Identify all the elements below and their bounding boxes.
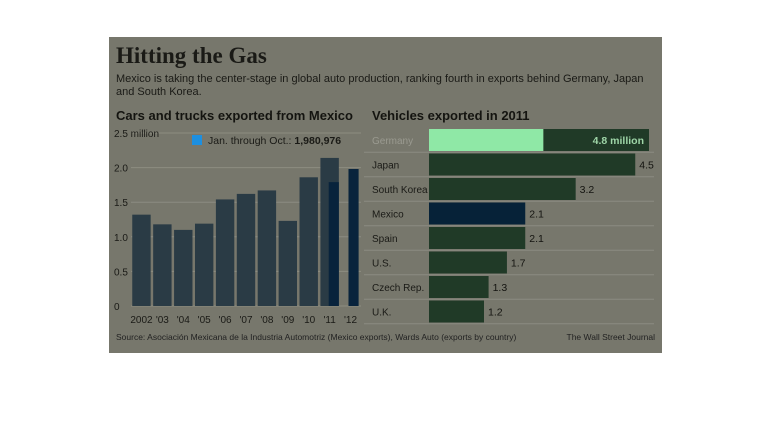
value-label: 1.2 [488,307,503,319]
category-label: Japan [372,161,399,172]
bar-u-s- [429,251,507,274]
value-label: 4.5 [639,160,654,172]
right-bar-chart: Germany 4.8 million Japan 4.5 South Korea 3.2… [364,129,654,325]
bar-jan-oct [328,182,339,306]
bar-south-korea [429,178,576,200]
category-label: Spain [372,234,398,245]
x-tick-label: '12 [344,315,357,326]
category-label: U.S. [372,259,391,270]
value-label: 1.7 [511,258,526,270]
publisher-credit: The Wall Street Journal [566,332,656,342]
page-subtitle: Mexico is taking the center-stage in glo… [116,73,644,98]
x-tick-label: '05 [198,315,211,326]
bar-full-year [257,190,277,306]
category-label: Germany [372,136,413,147]
x-tick-label: '11 [323,315,336,326]
bar-full-year [132,214,151,306]
x-tick-label: '09 [281,315,294,326]
bar-full-year [174,229,193,306]
value-label: 4.8 million [593,135,644,147]
bar-czech-rep- [429,276,489,298]
y-tick-label: 0.5 [114,267,128,278]
y-tick-label: 0 [114,302,120,313]
bar-germany-rest [543,129,649,151]
bar-japan [429,153,636,176]
bar-full-year [153,224,172,306]
left-bar-chart: 0 0.5 1.0 1.5 2.0 2.5 million 2002'03 '04 '05 '06… [114,129,361,326]
x-tick-label: '07 [239,315,252,326]
y-tick-label: 2.5 million [114,129,159,140]
y-tick-label: 2.0 [114,164,128,175]
legend-label: Jan. through Oct.: 1,980,976 [208,135,341,147]
category-label: Mexico [372,210,404,221]
bar-jan-oct [348,168,359,306]
left-chart-title: Cars and trucks exported from Mexico [116,108,353,123]
x-tick-label: '04 [177,315,190,326]
x-tick-label: '08 [260,315,273,326]
chart-panel: Hitting the Gas Mexico is taking the cen… [109,37,662,353]
bar-full-year [236,193,256,306]
y-tick-label: 1.0 [114,233,128,244]
bar-u-k- [429,300,484,323]
bar-mexico [429,202,526,225]
legend-swatch [192,135,202,145]
page-title: Hitting the Gas [116,43,267,68]
y-tick-label: 1.5 [114,198,128,209]
bar-full-year [299,177,318,306]
value-label: 3.2 [580,184,595,196]
value-label: 2.1 [529,233,544,245]
category-label: South Korea [372,185,428,196]
bar-full-year [194,223,214,306]
category-label: U.K. [372,308,391,319]
value-label: 1.3 [493,282,508,294]
bar-spain [429,227,526,249]
right-chart-title: Vehicles exported in 2011 [372,108,530,123]
x-tick-label: '10 [302,315,315,326]
x-tick-label: '06 [219,315,232,326]
bar-germany [429,129,544,151]
x-tick-label: 2002 [130,315,153,326]
x-tick-label: '03 [156,315,169,326]
bar-full-year [215,199,235,306]
bar-full-year [278,220,298,306]
category-label: Czech Rep. [372,283,424,294]
source-note: Source: Asociación Mexicana de la Indust… [116,332,517,342]
value-label: 2.1 [529,209,544,221]
